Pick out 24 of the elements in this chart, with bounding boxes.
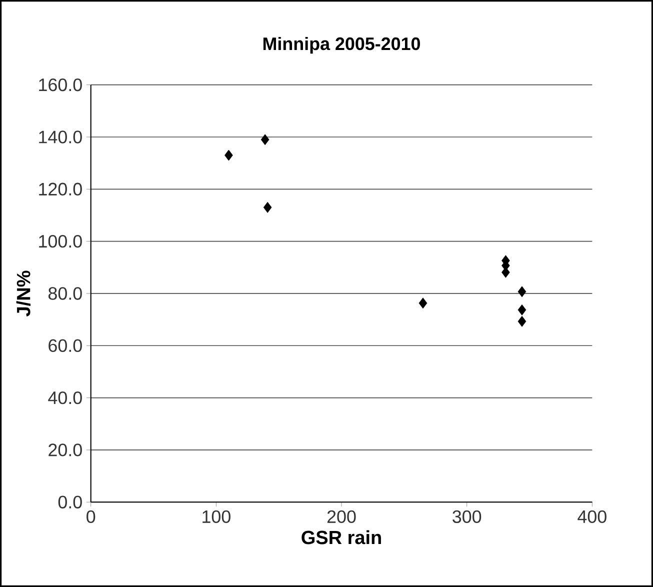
x-tick-label: 100 (202, 510, 230, 524)
point (260, 134, 270, 146)
x-tick-label: 200 (327, 510, 356, 524)
point (518, 286, 526, 298)
y-axis-title: J/N% (16, 270, 30, 316)
y-tick-label: 80.0 (48, 287, 82, 300)
y-tick-label: 100.0 (39, 234, 82, 248)
point (518, 304, 526, 316)
point (224, 150, 233, 161)
point (263, 202, 272, 213)
x-tick-label: 0 (86, 510, 96, 524)
y-tick-label: 140.0 (39, 130, 82, 144)
point (518, 316, 526, 327)
x-tick-label: 300 (452, 510, 482, 524)
y-tick-label: 40.0 (48, 391, 82, 404)
x-tick-label: 400 (578, 510, 606, 524)
chart-title: Minnipa 2005-2010 (263, 36, 420, 54)
y-tick-label: 60.0 (48, 339, 82, 352)
y-tick-label: 160.0 (39, 78, 82, 92)
y-tick-label: 20.0 (48, 444, 82, 456)
x-axis-title: GSR rain (302, 530, 381, 544)
y-tick-label: 0.0 (58, 496, 82, 508)
y-tick-label: 120.0 (39, 182, 82, 196)
point (418, 298, 428, 309)
